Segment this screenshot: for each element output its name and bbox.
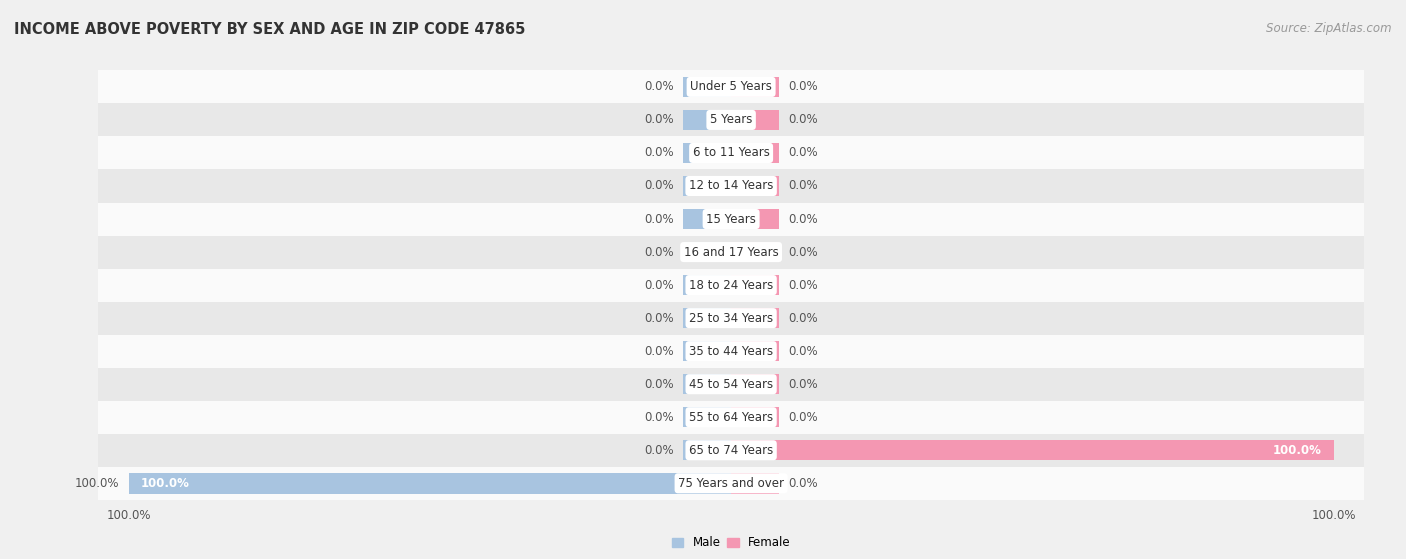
Text: 0.0%: 0.0%: [789, 278, 818, 292]
Text: Under 5 Years: Under 5 Years: [690, 80, 772, 93]
Text: Source: ZipAtlas.com: Source: ZipAtlas.com: [1267, 22, 1392, 35]
Text: 0.0%: 0.0%: [789, 179, 818, 192]
Bar: [731, 110, 779, 130]
Text: 55 to 64 Years: 55 to 64 Years: [689, 411, 773, 424]
Text: 65 to 74 Years: 65 to 74 Years: [689, 444, 773, 457]
Bar: [731, 341, 779, 361]
Bar: [731, 374, 779, 395]
Bar: [683, 242, 731, 262]
Text: 0.0%: 0.0%: [644, 378, 673, 391]
Text: 0.0%: 0.0%: [644, 444, 673, 457]
Bar: [731, 143, 779, 163]
Bar: [98, 268, 1364, 302]
Bar: [683, 308, 731, 328]
Text: 15 Years: 15 Years: [706, 212, 756, 225]
Bar: [683, 77, 731, 97]
Text: 0.0%: 0.0%: [789, 212, 818, 225]
Text: 0.0%: 0.0%: [789, 345, 818, 358]
Bar: [683, 143, 731, 163]
Text: 100.0%: 100.0%: [1272, 444, 1322, 457]
Bar: [98, 368, 1364, 401]
Text: 0.0%: 0.0%: [644, 146, 673, 159]
Bar: [683, 374, 731, 395]
Bar: [98, 401, 1364, 434]
Text: 12 to 14 Years: 12 to 14 Years: [689, 179, 773, 192]
Text: 0.0%: 0.0%: [644, 80, 673, 93]
Bar: [683, 407, 731, 428]
Bar: [98, 202, 1364, 235]
Text: INCOME ABOVE POVERTY BY SEX AND AGE IN ZIP CODE 47865: INCOME ABOVE POVERTY BY SEX AND AGE IN Z…: [14, 22, 526, 37]
Bar: [98, 467, 1364, 500]
Bar: [731, 440, 1334, 461]
Text: 0.0%: 0.0%: [644, 113, 673, 126]
Bar: [683, 209, 731, 229]
Bar: [98, 434, 1364, 467]
Text: 0.0%: 0.0%: [789, 378, 818, 391]
Bar: [683, 176, 731, 196]
Bar: [98, 335, 1364, 368]
Bar: [683, 341, 731, 361]
Text: 0.0%: 0.0%: [789, 477, 818, 490]
Text: 45 to 54 Years: 45 to 54 Years: [689, 378, 773, 391]
Text: 75 Years and over: 75 Years and over: [678, 477, 785, 490]
Text: 0.0%: 0.0%: [644, 311, 673, 325]
Bar: [683, 440, 731, 461]
Legend: Male, Female: Male, Female: [666, 532, 796, 554]
Bar: [731, 275, 779, 295]
Bar: [731, 209, 779, 229]
Bar: [98, 235, 1364, 268]
Bar: [98, 302, 1364, 335]
Text: 18 to 24 Years: 18 to 24 Years: [689, 278, 773, 292]
Text: 0.0%: 0.0%: [789, 80, 818, 93]
Text: 35 to 44 Years: 35 to 44 Years: [689, 345, 773, 358]
Bar: [683, 110, 731, 130]
Bar: [98, 70, 1364, 103]
Text: 25 to 34 Years: 25 to 34 Years: [689, 311, 773, 325]
Bar: [98, 136, 1364, 169]
Bar: [98, 169, 1364, 202]
Text: 16 and 17 Years: 16 and 17 Years: [683, 245, 779, 259]
Bar: [128, 473, 731, 494]
Text: 0.0%: 0.0%: [789, 311, 818, 325]
Bar: [731, 176, 779, 196]
Text: 0.0%: 0.0%: [789, 411, 818, 424]
Bar: [731, 242, 779, 262]
Bar: [98, 103, 1364, 136]
Text: 0.0%: 0.0%: [644, 245, 673, 259]
Text: 0.0%: 0.0%: [644, 278, 673, 292]
Text: 0.0%: 0.0%: [789, 146, 818, 159]
Text: 100.0%: 100.0%: [141, 477, 190, 490]
Text: 0.0%: 0.0%: [789, 245, 818, 259]
Text: 0.0%: 0.0%: [789, 113, 818, 126]
Bar: [731, 407, 779, 428]
Bar: [731, 308, 779, 328]
Bar: [731, 473, 779, 494]
Text: 6 to 11 Years: 6 to 11 Years: [693, 146, 769, 159]
Text: 0.0%: 0.0%: [644, 345, 673, 358]
Text: 0.0%: 0.0%: [644, 179, 673, 192]
Text: 0.0%: 0.0%: [644, 212, 673, 225]
Bar: [683, 275, 731, 295]
Text: 5 Years: 5 Years: [710, 113, 752, 126]
Text: 100.0%: 100.0%: [75, 477, 120, 490]
Bar: [731, 77, 779, 97]
Text: 0.0%: 0.0%: [644, 411, 673, 424]
